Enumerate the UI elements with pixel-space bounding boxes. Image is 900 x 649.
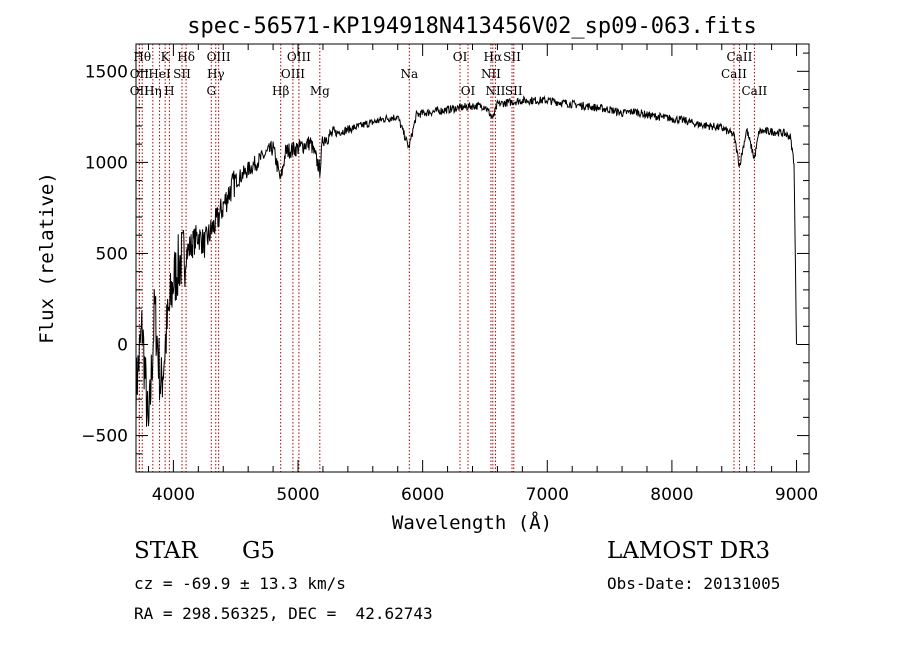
line-label-22: SII [503, 50, 521, 64]
line-label-2: Hη [144, 84, 162, 98]
x-tick-label-5: 9000 [775, 485, 818, 505]
line-label-16: Na [400, 67, 418, 81]
y-tick-label-0: −500 [81, 427, 128, 447]
y-tick-label-4: 1500 [85, 62, 128, 82]
line-label-18: OI [461, 84, 476, 98]
x-tick-label-3: 7000 [526, 485, 569, 505]
line-label-11: G [206, 84, 216, 98]
ra-dec-coordinates: RA = 298.56325, DEC = 42.62743 [134, 604, 433, 623]
y-tick-label-3: 1000 [85, 153, 128, 173]
line-label-17: OI [453, 50, 468, 64]
x-tick-label-1: 5000 [276, 485, 319, 505]
line-label-24: CaII [727, 50, 753, 64]
chart-title: spec-56571-KP194918N413456V02_sp09-063.f… [187, 14, 757, 39]
line-label-23: SII [505, 84, 523, 98]
line-label-19: Hα [484, 50, 503, 64]
line-label-12: Hβ [272, 84, 289, 98]
line-label-20: NII [481, 67, 501, 81]
line-label-25: CaII [721, 67, 747, 81]
line-label-10: Hγ [207, 67, 225, 81]
line-label-8: SII [173, 67, 191, 81]
redshift-cz: cz = -69.9 ± 13.3 km/s [134, 574, 346, 593]
object-class: STAR [134, 538, 198, 564]
line-label-15: Mg [310, 84, 330, 98]
y-axis-label: Flux (relative) [36, 172, 58, 344]
line-label-1: OII [130, 67, 150, 81]
series-flux-line [135, 94, 797, 427]
line-label-6: HeI [148, 67, 171, 81]
observation-date: Obs-Date: 20131005 [607, 574, 781, 593]
y-tick-label-2: 500 [96, 244, 128, 264]
line-label-7: Hδ [177, 50, 195, 64]
line-label-4: K [161, 50, 171, 64]
x-tick-label-4: 8000 [650, 485, 693, 505]
x-tick-label-0: 4000 [152, 485, 195, 505]
line-label-14: OIII [281, 67, 305, 81]
object-subclass: G5 [242, 538, 276, 564]
y-tick-label-1: 0 [117, 336, 128, 356]
x-tick-label-2: 6000 [401, 485, 444, 505]
survey-name: LAMOST DR3 [607, 538, 771, 564]
x-axis-label: Wavelength (Å) [392, 511, 552, 534]
line-label-5: H [164, 84, 174, 98]
line-label-9: OIII [207, 50, 231, 64]
line-label-3: OII [130, 84, 150, 98]
y-axis-ticks: −500 0 500 1000 1500 [81, 52, 809, 455]
line-label-26: CaII [741, 84, 767, 98]
line-label-21: NII [485, 84, 505, 98]
x-axis-ticks: 4000 5000 6000 7000 8000 9000 [147, 44, 818, 505]
line-label-13: OIII [287, 50, 311, 64]
